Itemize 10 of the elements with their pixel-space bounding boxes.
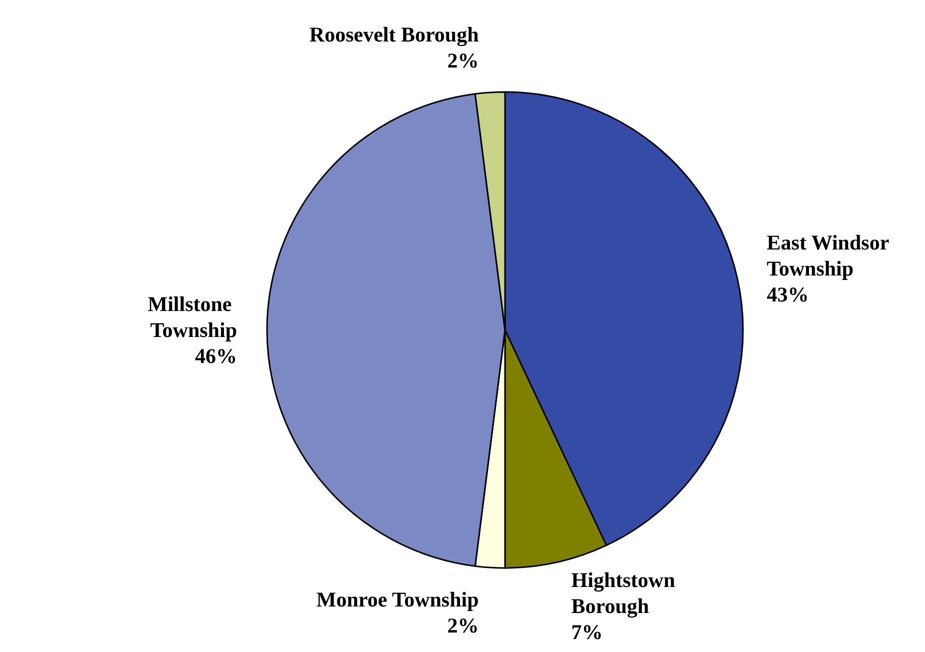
slice-label: Monroe Township [316,587,479,612]
slice-label: East Windsor Township [766,230,894,280]
data-label: 43% [766,282,809,306]
slice-label: Millstone Township [148,292,237,342]
slice-label: Roosevelt Borough [309,22,480,47]
data-label: 2% [447,48,479,73]
data-label: 2% [447,613,479,638]
data-label: 46% [195,344,237,368]
data-label: 7% [571,620,603,644]
slice-label: Hightstown Borough [571,568,680,618]
